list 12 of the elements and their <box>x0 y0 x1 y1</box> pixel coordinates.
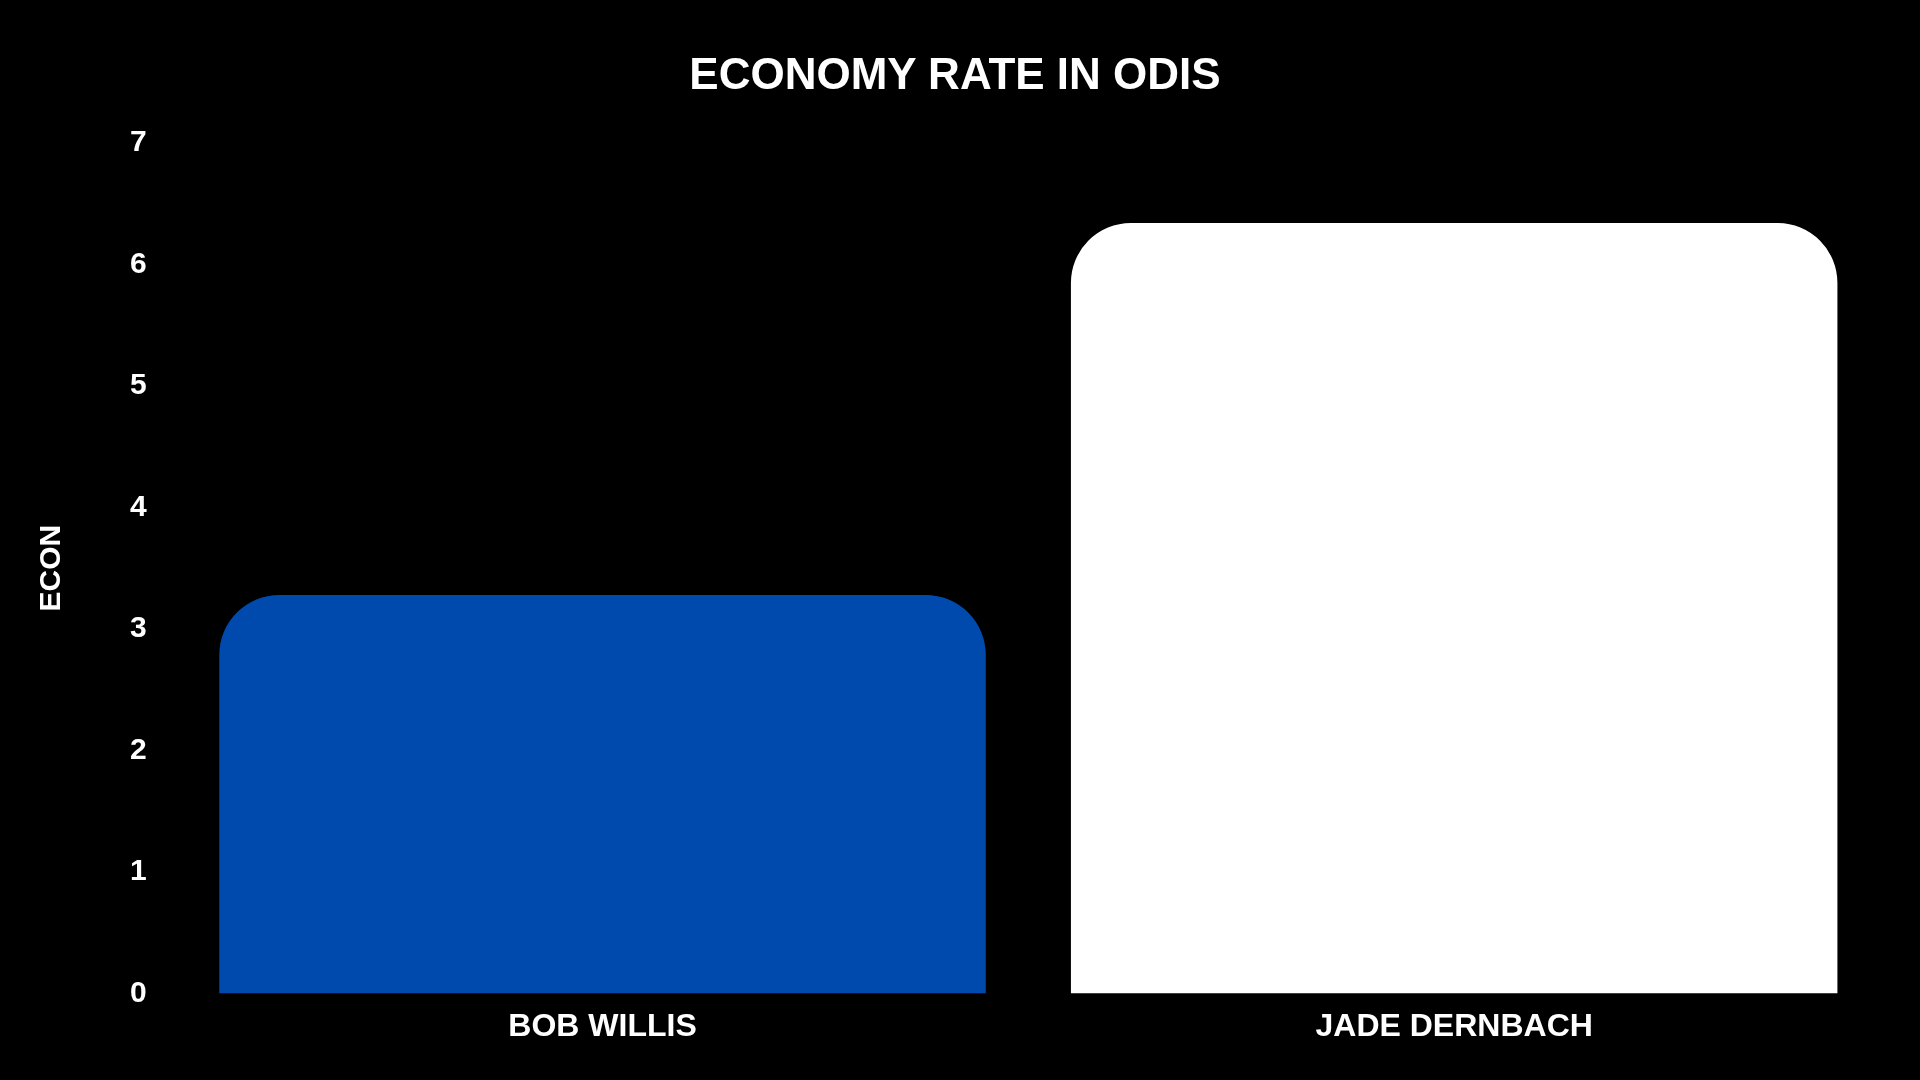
y-tick-label: 6 <box>130 245 147 279</box>
x-tick-label: BOB WILLIS <box>508 1006 697 1043</box>
y-tick-label: 7 <box>130 124 147 158</box>
y-tick-label: 5 <box>130 367 147 401</box>
y-tick-label: 1 <box>130 853 147 887</box>
y-tick-label: 3 <box>130 610 147 644</box>
y-axis-title: ECON <box>33 524 67 612</box>
x-tick-label: JADE DERNBACH <box>1315 1006 1593 1043</box>
y-tick-label: 2 <box>130 731 147 765</box>
y-tick-label: 4 <box>130 488 147 522</box>
y-tick-label: 0 <box>130 974 147 1008</box>
chart-title: ECONOMY RATE IN ODIS <box>689 48 1221 98</box>
